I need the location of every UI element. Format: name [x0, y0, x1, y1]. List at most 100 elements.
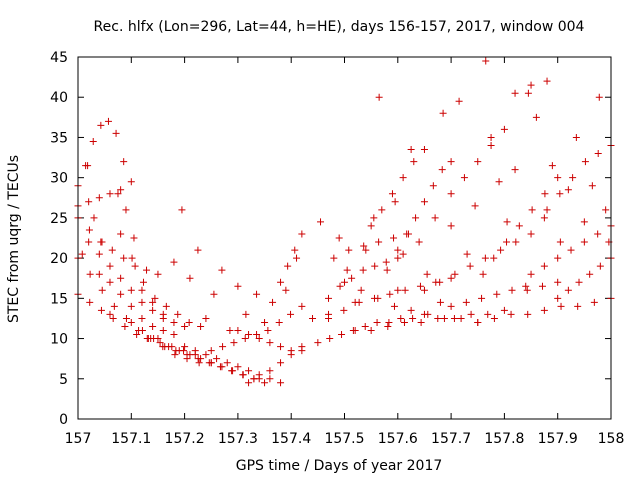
data-point	[117, 186, 125, 194]
data-point	[511, 89, 519, 97]
data-point	[143, 266, 151, 274]
data-point	[371, 262, 379, 270]
y-tick-label: 35	[50, 130, 68, 146]
data-points	[74, 57, 615, 387]
data-point	[385, 318, 393, 326]
data-point	[548, 162, 556, 170]
data-point	[522, 282, 530, 290]
data-point	[330, 254, 338, 262]
data-point	[434, 314, 442, 322]
data-point	[423, 270, 431, 278]
data-point	[374, 294, 382, 302]
data-point	[409, 314, 417, 322]
x-tick-label: 157.4	[271, 431, 311, 447]
data-point	[390, 234, 398, 242]
data-point	[202, 314, 210, 322]
data-point	[95, 250, 103, 258]
y-tick-label: 40	[50, 90, 68, 106]
data-point	[367, 222, 375, 230]
data-point	[447, 302, 455, 310]
data-point	[143, 335, 151, 343]
data-point	[98, 286, 106, 294]
data-point	[95, 194, 103, 202]
data-point	[109, 314, 117, 322]
data-point	[420, 286, 428, 294]
data-point	[284, 262, 292, 270]
plot-frame	[77, 56, 612, 420]
data-point	[159, 310, 167, 318]
data-point	[420, 146, 428, 154]
data-point	[138, 314, 146, 322]
data-point	[527, 270, 535, 278]
data-point	[326, 335, 334, 343]
data-point	[213, 355, 221, 363]
data-point	[122, 314, 130, 322]
data-point	[245, 367, 253, 375]
data-point	[575, 278, 583, 286]
data-point	[447, 222, 455, 230]
data-point	[90, 214, 98, 222]
data-point	[543, 77, 551, 85]
data-point	[261, 379, 269, 387]
data-point	[447, 158, 455, 166]
data-point	[429, 182, 437, 190]
data-point	[117, 230, 125, 238]
data-point	[85, 198, 93, 206]
data-point	[287, 351, 295, 359]
data-point	[314, 339, 322, 347]
data-point	[482, 57, 490, 65]
data-point	[527, 81, 535, 89]
data-point	[375, 238, 383, 246]
data-point	[95, 270, 103, 278]
data-point	[394, 254, 402, 262]
data-point	[481, 254, 489, 262]
data-point	[556, 238, 564, 246]
data-point	[596, 262, 604, 270]
data-point	[149, 306, 157, 314]
data-point	[447, 274, 455, 282]
data-point	[325, 294, 333, 302]
data-point	[85, 238, 93, 246]
data-point	[108, 246, 116, 254]
data-point	[431, 214, 439, 222]
data-point	[543, 206, 551, 214]
data-point	[383, 266, 391, 274]
data-point	[106, 262, 114, 270]
data-point	[463, 250, 471, 258]
data-point	[471, 202, 479, 210]
data-point	[602, 206, 610, 214]
data-point	[234, 363, 242, 371]
data-point	[112, 129, 120, 137]
data-point	[159, 327, 167, 335]
data-point	[554, 278, 562, 286]
data-point	[130, 234, 138, 242]
y-tick-label: 0	[59, 412, 68, 428]
data-point	[269, 298, 277, 306]
data-point	[500, 125, 508, 133]
data-point	[234, 327, 242, 335]
data-point	[556, 190, 564, 198]
data-point	[162, 302, 170, 310]
data-point	[524, 89, 532, 97]
data-point	[84, 162, 92, 170]
data-point	[226, 327, 234, 335]
data-point	[127, 178, 135, 186]
x-tick-label: 157.7	[431, 431, 471, 447]
data-point	[557, 302, 565, 310]
data-point	[277, 343, 285, 351]
data-point	[357, 286, 365, 294]
data-point	[478, 294, 486, 302]
data-point	[128, 254, 136, 262]
data-point	[564, 186, 572, 194]
x-tick-label: 157	[65, 431, 92, 447]
y-tick-label: 15	[50, 291, 68, 307]
data-point	[466, 262, 474, 270]
data-point	[341, 278, 348, 286]
data-point	[86, 270, 94, 278]
data-point	[122, 206, 130, 214]
data-point	[253, 290, 261, 298]
data-point	[186, 351, 194, 359]
data-point	[424, 310, 432, 318]
data-point	[239, 371, 247, 379]
